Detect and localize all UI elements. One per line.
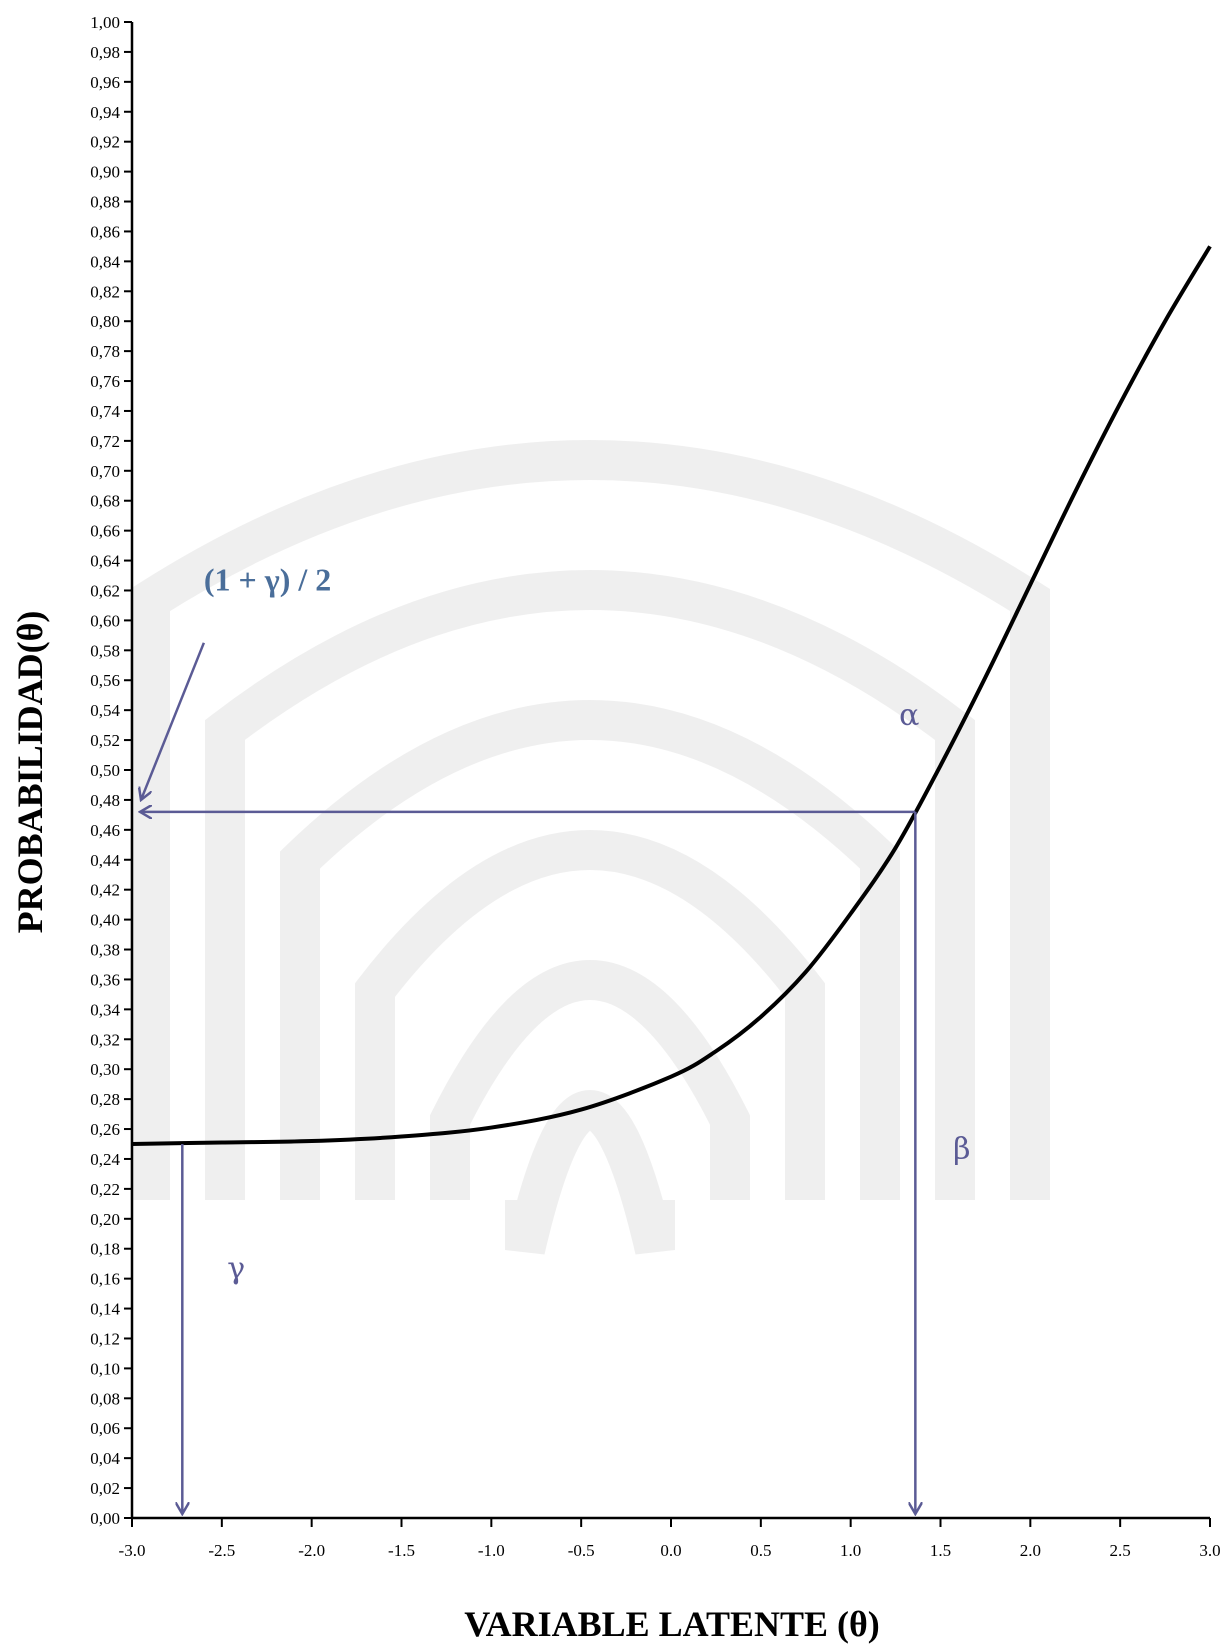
x-tick-label: -0.5 [568,1541,595,1560]
y-tick-label: 0,50 [90,761,120,780]
y-tick-label: 0,76 [90,372,120,391]
y-tick-labels: 0,00 0,02 0,04 0,06 0,08 0,10 0,12 0,14 0,16 0,18… [90,13,120,1528]
y-tick-label: 0,66 [90,522,120,541]
half-label: (1 + γ) / 2 [204,561,331,597]
y-tick-label: 0,36 [90,970,120,989]
y-tick-label: 0,42 [90,881,120,900]
icc-curve [131,245,1212,1146]
y-tick-label: 0,40 [90,911,120,930]
y-tick-label: 0,00 [90,1509,120,1528]
x-tick-label: 0.5 [750,1541,771,1560]
y-tick-label: 0,86 [90,222,120,241]
x-tick-label: -1.5 [388,1541,415,1560]
y-tick-label: 0,48 [90,791,120,810]
y-tick-label: 0,24 [90,1150,120,1169]
y-tick-label: 0,62 [90,581,120,600]
y-tick-label: 0,14 [90,1300,120,1319]
y-tick-label: 0,34 [90,1000,120,1019]
watermark-arch [130,440,1050,1200]
y-tick-label: 0,64 [90,552,120,571]
x-tick-label: 2.5 [1110,1541,1131,1560]
watermark-arch [505,1090,675,1255]
annotation-layer: (1 + γ) / 2 α β γ [140,561,970,1514]
y-tick-label: 0,30 [90,1060,120,1079]
x-tick-label: 1.0 [840,1541,861,1560]
y-tick-label: 0,04 [90,1449,120,1468]
y-tick-label: 0,46 [90,821,120,840]
y-tick-label: 0,38 [90,941,120,960]
y-tick-label: 0,82 [90,282,120,301]
y-tick-label: 0,56 [90,671,120,690]
x-tick-label: 3.0 [1199,1541,1220,1560]
watermark-arch [205,570,975,1200]
watermark-arch [355,830,825,1200]
y-tick-label: 0,94 [90,103,120,122]
half-label-pointer [141,642,206,800]
x-tick-label: 2.0 [1020,1541,1041,1560]
y-tick-label: 1,00 [90,13,120,32]
y-tick-label: 0,12 [90,1329,120,1348]
x-tick-label: -2.5 [208,1541,235,1560]
y-tick-label: 0,78 [90,342,120,361]
y-tick-label: 0,84 [90,252,120,271]
gamma-label: γ [227,1252,245,1287]
y-tick-label: 0,20 [90,1210,120,1229]
y-tick-label: 0,74 [90,402,120,421]
x-tick-label: -3.0 [119,1541,146,1560]
y-tick-label: 0,92 [90,133,120,152]
y-tick-label: 0,02 [90,1479,120,1498]
y-tick-label: 0,70 [90,462,120,481]
x-tick-label: -2.0 [298,1541,325,1560]
y-axis-title: PROBABILIDAD(θ) [10,611,50,934]
y-tick-label: 0,96 [90,73,120,92]
y-tick-label: 0,72 [90,432,120,451]
x-tick-label: 1.5 [930,1541,951,1560]
y-tick-label: 0,68 [90,492,120,511]
y-tick-label: 0,32 [90,1030,120,1049]
beta-label: β [953,1132,970,1167]
alpha-label: α [899,698,919,733]
chart-axes [124,21,1211,1527]
y-tick-label: 0,28 [90,1090,120,1109]
y-tick-label: 0,88 [90,193,120,212]
y-tick-label: 0,98 [90,43,120,62]
x-tick-labels: -3.0 -2.5 -2.0 -1.5 -1.0 -0.5 0.0 0.5 1.0 1.5 2.0 2… [119,1541,1221,1560]
x-axis-title: VARIABLE LATENTE (θ) [464,1604,880,1644]
y-tick-label: 0,58 [90,641,120,660]
series-layer [131,245,1212,1146]
y-tick-label: 0,22 [90,1180,120,1199]
y-tick-label: 0,44 [90,851,120,870]
y-tick-label: 0,90 [90,163,120,182]
watermark-logo [130,440,1050,1255]
y-tick-label: 0,08 [90,1389,120,1408]
watermark-arch [430,960,750,1200]
y-tick-label: 0,06 [90,1419,120,1438]
y-tick-label: 0,80 [90,312,120,331]
y-tick-label: 0,16 [90,1270,120,1289]
y-tick-label: 0,18 [90,1240,120,1259]
x-tick-label: 0.0 [660,1541,681,1560]
y-tick-label: 0,26 [90,1120,120,1139]
x-tick-label: -1.0 [478,1541,505,1560]
watermark-arch [280,700,900,1200]
y-tick-label: 0,60 [90,611,120,630]
y-tick-label: 0,54 [90,701,120,720]
y-tick-label: 0,10 [90,1359,120,1378]
y-tick-label: 0,52 [90,731,120,750]
